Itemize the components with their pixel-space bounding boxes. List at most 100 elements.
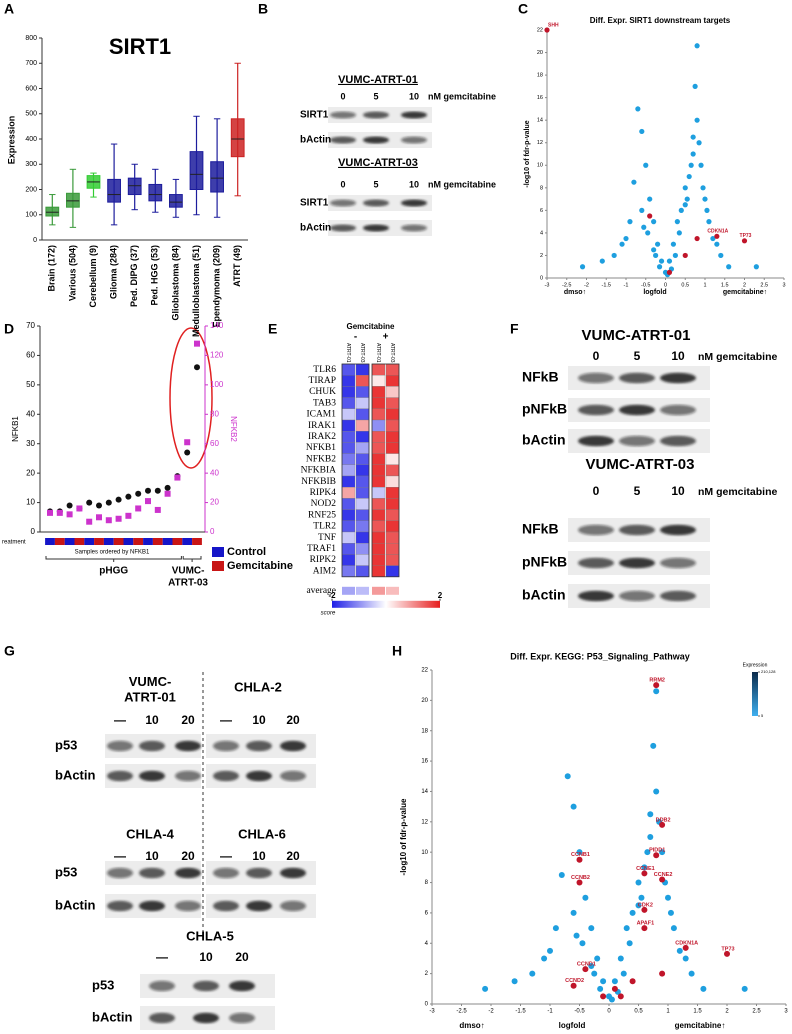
nfkb2-point	[86, 518, 93, 525]
group-label: VUMC-	[172, 566, 205, 577]
blot-band	[107, 900, 133, 912]
heat-cell	[341, 408, 356, 421]
colorbar-tick-label: -2	[328, 591, 336, 600]
gene-point	[594, 955, 601, 962]
box	[148, 183, 163, 202]
heat-cell	[341, 419, 356, 432]
nfkb1-point	[184, 449, 191, 456]
legend-label: Gemcitabine	[227, 560, 293, 572]
gene-point	[541, 955, 548, 962]
lane-label: 10	[671, 484, 685, 498]
blot-band	[363, 136, 389, 144]
row-label: bActin	[92, 1009, 133, 1024]
gene-point	[714, 241, 720, 247]
lane-label: —	[114, 849, 126, 863]
row-label: NFKBIA	[301, 466, 337, 476]
y2-tick-label: 60	[210, 439, 219, 448]
y-tick-label: 16	[537, 95, 543, 101]
row-label: SIRT1	[300, 110, 329, 121]
blot-band	[246, 867, 272, 879]
legend-swatch	[212, 547, 224, 557]
highlight-point	[653, 852, 660, 859]
nfkb1-point	[135, 490, 142, 497]
lane-label: 5	[373, 91, 378, 101]
lane-label: 0	[593, 484, 600, 498]
heat-cell	[371, 543, 386, 555]
blot-title: CHLA-6	[238, 826, 286, 841]
row-label: TAB3	[313, 398, 336, 408]
row-label: pNFkB	[522, 401, 567, 417]
y2-tick-label: 20	[210, 498, 219, 507]
lane-label: —	[114, 713, 126, 727]
blot-band	[107, 740, 133, 752]
nfkb2-point	[76, 505, 83, 512]
row-label: pNFkB	[522, 554, 567, 570]
nfkb1-point	[115, 496, 122, 503]
y-tick-label: 20	[421, 698, 428, 704]
y-axis-title: NFKB1	[11, 416, 20, 442]
x-tick-label: Medulloblastoma (51)	[191, 245, 201, 337]
x-tick-label: ATRT (49)	[232, 245, 242, 287]
treatment-label: nM gemcitabine	[698, 486, 778, 498]
gene-point	[529, 970, 536, 977]
gene-point	[718, 252, 724, 259]
blot-band	[149, 980, 175, 992]
x-tick-label: 3	[784, 1009, 788, 1015]
highlight-point	[617, 993, 624, 1000]
heat-cell	[385, 363, 400, 376]
row-label: TLR6	[313, 365, 336, 375]
blot-band	[330, 136, 356, 144]
column-label: ATRT-03	[389, 343, 395, 363]
highlight-point	[659, 821, 666, 828]
x-tick-label: -0.5	[574, 1009, 585, 1015]
gene-point	[686, 173, 692, 180]
heat-cell	[371, 397, 386, 409]
gene-label: CCNB1	[571, 852, 590, 858]
x-tick-label: 0	[664, 282, 667, 288]
gene-point	[672, 252, 678, 259]
blot-band	[107, 770, 133, 782]
gene-point	[656, 264, 663, 270]
gene-point	[639, 207, 645, 213]
x-left-label: dmso↑	[459, 1021, 484, 1030]
panel-label: B	[258, 1, 268, 17]
gene-point	[684, 196, 690, 202]
panel-label: D	[4, 321, 14, 337]
blot-band	[280, 900, 306, 912]
nfkb2-point	[194, 340, 200, 347]
heat-cell	[385, 543, 400, 555]
y2-tick-label: 80	[210, 409, 219, 418]
gene-label: CCNE1	[636, 866, 655, 872]
x-tick-label: Ped. HGG (53)	[150, 245, 160, 306]
row-label: AIM2	[313, 566, 336, 576]
blot-band	[660, 404, 696, 416]
y-tick-label: 16	[421, 759, 428, 765]
row-label: RNF25	[308, 510, 336, 520]
blot-band	[229, 1012, 255, 1024]
highlight-point	[741, 238, 748, 244]
y-tick-label: 18	[537, 73, 543, 79]
blot-band	[619, 590, 655, 602]
heat-cell	[341, 431, 356, 443]
lane-label: 20	[286, 713, 300, 727]
gene-point	[547, 947, 553, 954]
y-tick-label: 800	[25, 35, 37, 42]
lane-label: 0	[340, 179, 345, 189]
heat-cell	[371, 565, 386, 577]
y-tick-label: 14	[537, 118, 543, 124]
box	[127, 177, 142, 196]
heat-cell	[385, 565, 400, 577]
blot-band	[619, 435, 655, 447]
lane-label: 20	[181, 713, 195, 727]
y-tick-label: 60	[26, 351, 35, 360]
highlight-point	[659, 876, 666, 883]
heat-cell	[341, 442, 356, 454]
y-tick-label: 40	[26, 409, 35, 418]
heat-cell	[371, 554, 386, 566]
nfkb2-point	[47, 509, 53, 516]
nfkb1-point	[86, 499, 93, 506]
treatment-cell	[152, 538, 163, 545]
treatment-label: nM gemcitabine	[698, 351, 778, 363]
row-label: bActin	[300, 223, 331, 234]
gene-point	[552, 925, 559, 932]
